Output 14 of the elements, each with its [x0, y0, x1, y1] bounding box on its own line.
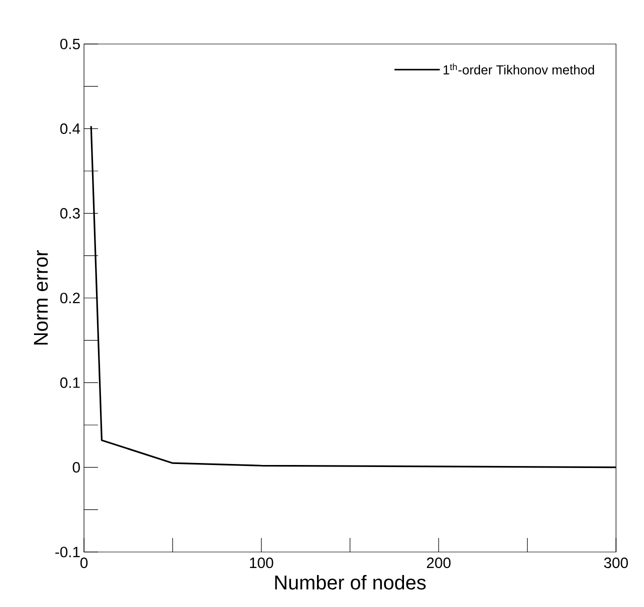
x-axis-title: Number of nodes [275, 574, 426, 590]
y-tick-label: 0.4 [60, 123, 80, 134]
y-tick-label: 0 [72, 462, 80, 473]
y-tick-label: 0.5 [60, 38, 80, 50]
x-tick-label: 100 [250, 558, 274, 568]
x-tick-label: 0 [80, 558, 88, 568]
y-tick-label: 0.3 [60, 208, 80, 219]
y-tick-label: 0.1 [60, 377, 80, 388]
x-tick-label: 300 [604, 558, 628, 568]
legend-label: 1$^{th}$-order Tikhonov method [444, 63, 594, 74]
y-tick-label: 0.2 [60, 292, 80, 304]
x-tick-label: 200 [426, 558, 451, 568]
y-tick-label: -0.1 [55, 546, 80, 558]
y-axis-title: Norm error [34, 250, 48, 345]
